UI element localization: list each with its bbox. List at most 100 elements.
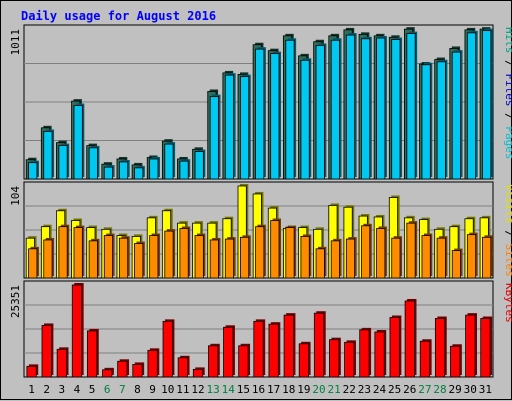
bar-pages-30 <box>466 32 477 180</box>
bar-sites-9 <box>149 235 159 279</box>
bar-pages-27 <box>421 64 431 180</box>
bar-pages-15 <box>240 76 250 180</box>
bar-kbytes-13 <box>208 345 219 378</box>
bar-pages-12 <box>194 151 204 180</box>
panel-visits_sites-legend: Visits / Sites <box>503 184 512 277</box>
bar-pages-18 <box>285 39 295 180</box>
bar-kbytes-7 <box>117 360 128 378</box>
bar-sites-31 <box>482 236 492 279</box>
bar-pages-1 <box>28 162 38 180</box>
bar-sites-5 <box>88 240 98 279</box>
bar-pages-16 <box>255 48 265 180</box>
bar-kbytes-10 <box>162 320 173 378</box>
panel-visits_sites-ymax-label: 104 <box>9 186 22 206</box>
bar-kbytes-5 <box>86 330 98 378</box>
bar-sites-24 <box>376 228 386 279</box>
legend-text: Pages <box>503 126 512 159</box>
panel-hits_files_pages-ymax-label: 1011 <box>9 29 22 56</box>
legend-text: / <box>503 54 512 74</box>
bar-pages-13 <box>209 96 219 180</box>
bar-pages-5 <box>88 147 98 180</box>
x-tick-label-11: 11 <box>176 383 189 396</box>
bar-sites-7 <box>118 237 129 279</box>
x-tick-label-1: 1 <box>28 383 35 396</box>
x-tick-label-17: 17 <box>267 383 280 396</box>
x-tick-label-3: 3 <box>59 383 66 396</box>
bar-kbytes-16 <box>253 320 264 378</box>
legend-text: / <box>503 224 512 244</box>
bar-pages-11 <box>179 160 189 180</box>
bar-kbytes-12 <box>192 368 204 378</box>
bar-sites-11 <box>179 228 189 279</box>
x-tick-label-25: 25 <box>388 383 401 396</box>
bar-kbytes-6 <box>102 369 113 378</box>
bar-sites-8 <box>134 243 144 279</box>
bar-kbytes-20 <box>313 312 325 378</box>
bar-sites-27 <box>421 235 431 279</box>
bar-kbytes-8 <box>132 364 143 378</box>
bar-pages-2 <box>43 131 53 180</box>
x-tick-label-28: 28 <box>433 383 446 396</box>
x-tick-label-24: 24 <box>373 383 387 396</box>
bar-sites-12 <box>194 235 204 279</box>
bar-pages-8 <box>134 167 144 180</box>
bar-sites-25 <box>391 237 401 279</box>
x-tick-label-4: 4 <box>74 383 81 396</box>
bar-kbytes-22 <box>344 341 355 378</box>
bar-kbytes-18 <box>283 314 294 378</box>
bar-kbytes-15 <box>238 345 249 378</box>
x-tick-label-23: 23 <box>358 383 371 396</box>
bar-pages-3 <box>58 145 68 180</box>
bar-pages-19 <box>300 59 310 180</box>
legend-text: / <box>503 107 512 127</box>
bar-kbytes-11 <box>177 357 188 378</box>
bar-sites-4 <box>73 227 83 279</box>
x-tick-label-13: 13 <box>206 383 219 396</box>
bar-pages-6 <box>103 166 113 180</box>
legend-text: KBytes <box>503 283 512 323</box>
bar-sites-23 <box>361 225 371 279</box>
bar-pages-7 <box>118 161 129 180</box>
bar-kbytes-9 <box>147 349 158 378</box>
bar-pages-25 <box>391 39 401 180</box>
bar-pages-21 <box>330 39 340 180</box>
x-tick-label-20: 20 <box>312 383 325 396</box>
bar-sites-13 <box>209 239 219 279</box>
bar-kbytes-29 <box>450 345 461 378</box>
bar-kbytes-19 <box>298 343 309 378</box>
bar-kbytes-1 <box>26 365 37 378</box>
bar-pages-17 <box>270 53 280 180</box>
bar-kbytes-2 <box>41 325 52 378</box>
bar-kbytes-4 <box>71 284 83 378</box>
legend-text: Sites <box>503 244 512 277</box>
bar-kbytes-23 <box>359 329 370 378</box>
bar-kbytes-17 <box>268 323 279 378</box>
bar-kbytes-3 <box>56 348 67 378</box>
x-tick-label-27: 27 <box>418 383 431 396</box>
bar-kbytes-25 <box>389 317 400 378</box>
x-tick-label-21: 21 <box>328 383 341 396</box>
bar-sites-18 <box>285 227 295 279</box>
bar-kbytes-30 <box>465 314 476 378</box>
bar-pages-29 <box>451 51 461 180</box>
x-tick-label-18: 18 <box>282 383 295 396</box>
x-tick-label-16: 16 <box>252 383 265 396</box>
bar-pages-14 <box>224 74 235 180</box>
x-tick-label-8: 8 <box>134 383 141 396</box>
x-tick-label-10: 10 <box>161 383 174 396</box>
bar-kbytes-28 <box>434 318 446 378</box>
bar-sites-2 <box>43 239 53 279</box>
bar-pages-26 <box>406 33 416 180</box>
x-tick-label-30: 30 <box>464 383 477 396</box>
bar-sites-15 <box>240 236 250 279</box>
bar-sites-30 <box>466 234 477 279</box>
x-tick-label-5: 5 <box>89 383 96 396</box>
x-tick-label-9: 9 <box>149 383 156 396</box>
bar-sites-14 <box>224 238 235 279</box>
bar-sites-22 <box>345 238 356 279</box>
bar-sites-29 <box>451 250 461 279</box>
bar-kbytes-26 <box>404 300 415 378</box>
bar-sites-10 <box>164 230 174 279</box>
bar-sites-17 <box>270 220 280 279</box>
